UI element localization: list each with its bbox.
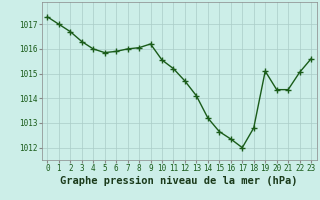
X-axis label: Graphe pression niveau de la mer (hPa): Graphe pression niveau de la mer (hPa): [60, 176, 298, 186]
